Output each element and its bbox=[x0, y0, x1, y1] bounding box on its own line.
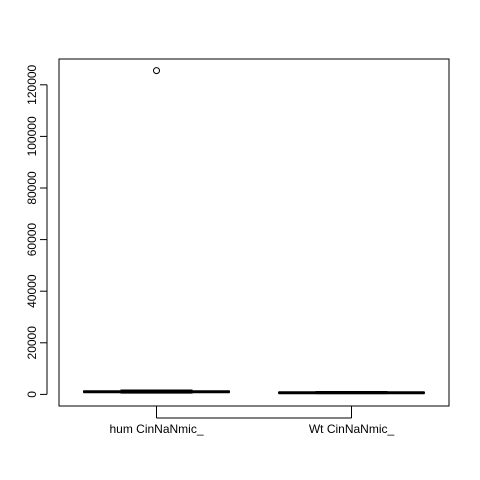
x-axis: hum CinNaNmic_ Wt CinNaNmic_ bbox=[109, 406, 394, 436]
y-tick-label: 40000 bbox=[25, 274, 39, 308]
y-tick-label: 60000 bbox=[25, 223, 39, 257]
y-tick-label: 100000 bbox=[25, 116, 39, 156]
outlier-point bbox=[153, 67, 160, 75]
plot-frame bbox=[58, 58, 450, 407]
x-tick-label: hum CinNaNmic_ bbox=[109, 422, 203, 436]
box-series bbox=[83, 67, 425, 395]
y-axis: 0 20000 40000 60000 80000 100000 120000 bbox=[25, 64, 48, 398]
y-tick-label: 0 bbox=[25, 391, 39, 398]
y-tick-label: 80000 bbox=[25, 171, 39, 205]
x-tick-label: Wt CinNaNmic_ bbox=[309, 422, 395, 436]
box-group bbox=[83, 67, 230, 394]
y-tick-label: 20000 bbox=[25, 326, 39, 360]
box-group bbox=[278, 391, 425, 395]
y-tick-label: 120000 bbox=[25, 64, 39, 104]
